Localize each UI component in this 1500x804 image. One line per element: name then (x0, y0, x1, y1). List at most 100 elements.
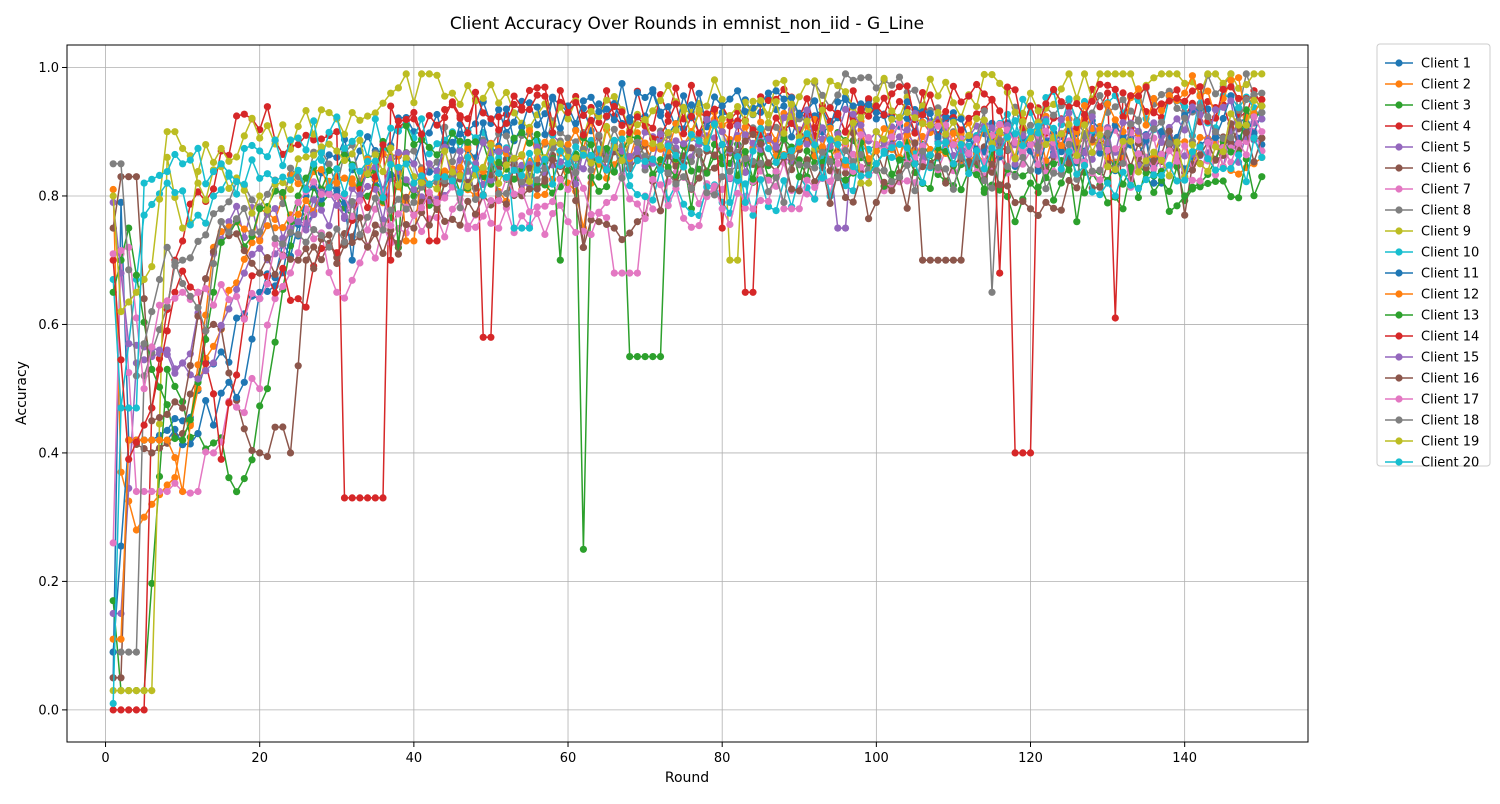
data-point (325, 222, 333, 230)
data-point (194, 188, 202, 196)
data-point (364, 157, 372, 165)
data-point (418, 70, 426, 78)
data-point (441, 233, 449, 241)
data-point (456, 221, 464, 229)
data-point (171, 294, 179, 302)
data-point (872, 108, 880, 117)
data-point (186, 489, 194, 497)
data-point (595, 100, 603, 108)
data-point (587, 151, 595, 159)
data-point (356, 116, 364, 124)
data-point (633, 138, 642, 146)
data-point (479, 109, 487, 117)
data-point (1173, 138, 1181, 146)
data-point (1142, 132, 1150, 140)
data-point (148, 343, 156, 351)
data-point (841, 88, 850, 96)
data-point (209, 320, 218, 328)
data-point (117, 468, 125, 476)
data-point (926, 184, 934, 193)
data-point (1188, 103, 1196, 111)
data-point (333, 225, 341, 233)
data-point (263, 122, 271, 130)
data-point (171, 474, 179, 482)
data-point (533, 91, 541, 99)
data-point (1088, 167, 1096, 175)
data-point (942, 139, 950, 147)
data-point (132, 706, 140, 714)
data-point (988, 124, 996, 132)
data-point (888, 115, 896, 123)
legend-marker (1395, 248, 1403, 256)
data-point (788, 185, 796, 193)
data-point (433, 185, 441, 193)
data-point (741, 168, 749, 176)
data-point (603, 198, 611, 207)
legend-entry: Client 7 (1385, 183, 1471, 198)
legend-marker (1395, 206, 1403, 214)
data-point (764, 124, 773, 132)
data-point (217, 389, 225, 397)
data-point (1065, 159, 1073, 167)
data-point (926, 151, 934, 159)
data-point (132, 314, 140, 322)
data-point (225, 228, 233, 236)
data-point (664, 142, 672, 150)
data-point (1104, 129, 1112, 137)
data-point (811, 77, 819, 85)
data-point (541, 138, 549, 146)
legend-label: Client 11 (1421, 267, 1479, 282)
data-point (364, 133, 372, 141)
data-point (1173, 94, 1181, 102)
data-point (649, 140, 657, 148)
data-point (772, 207, 780, 215)
data-point (1196, 151, 1204, 159)
data-point (788, 100, 796, 108)
data-point (919, 132, 927, 141)
data-point (294, 134, 302, 142)
data-point (703, 144, 711, 153)
data-point (155, 383, 164, 391)
data-point (1111, 85, 1119, 93)
data-point (233, 403, 241, 411)
data-point (849, 163, 857, 171)
data-point (471, 210, 480, 218)
data-point (1057, 141, 1065, 150)
data-point (140, 436, 148, 444)
data-point (633, 269, 642, 277)
data-point (880, 135, 888, 143)
legend-label: Client 5 (1421, 141, 1471, 156)
data-point (603, 105, 611, 113)
data-point (587, 210, 595, 219)
data-point (1134, 193, 1142, 202)
data-point (279, 162, 287, 170)
data-point (140, 318, 148, 326)
data-point (734, 134, 742, 143)
data-point (1250, 129, 1258, 137)
data-point (741, 117, 749, 125)
data-point (171, 150, 179, 159)
data-point (495, 158, 503, 166)
data-point (626, 129, 634, 137)
data-point (849, 110, 857, 118)
data-point (811, 97, 819, 105)
data-point (541, 130, 549, 139)
data-point (1011, 449, 1019, 457)
data-point (194, 487, 202, 496)
data-point (425, 129, 433, 137)
data-point (125, 173, 133, 181)
data-point (256, 228, 264, 236)
data-point (1057, 116, 1065, 124)
data-point (402, 122, 410, 130)
data-point (225, 296, 233, 304)
data-point (333, 259, 341, 268)
data-point (109, 185, 117, 194)
data-point (903, 177, 911, 185)
data-point (256, 134, 264, 142)
data-point (726, 167, 734, 175)
data-point (1111, 103, 1119, 111)
data-point (333, 179, 341, 187)
data-point (132, 173, 140, 181)
data-point (857, 131, 865, 139)
data-point (988, 71, 996, 79)
